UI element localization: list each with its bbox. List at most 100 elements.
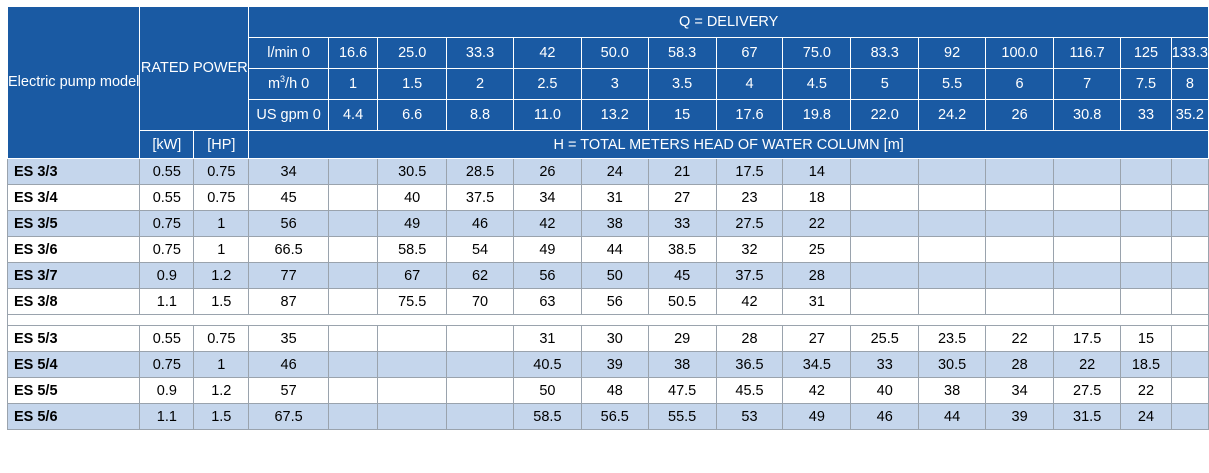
head-value-cell: 36.5 <box>715 351 784 378</box>
hp-cell: 1 <box>193 210 250 237</box>
head-value-cell <box>985 288 1055 315</box>
head-value-cell: 45.5 <box>715 377 784 404</box>
hp-cell: 1.2 <box>193 377 250 404</box>
lmin-row: l/min 0 16.6 25.0 33.3 42 50.0 58.3 67 75.0 83.3… <box>8 37 1209 69</box>
gpm-value: 26 <box>985 99 1055 131</box>
head-value-cell <box>1053 236 1122 263</box>
head-value-cell: 44 <box>918 403 987 430</box>
head-value-cell: 62 <box>446 262 514 289</box>
hp-cell: 1.5 <box>193 288 250 315</box>
head-value-cell: 31 <box>512 325 582 352</box>
lmin-value: 116.7 <box>1053 37 1122 69</box>
head-value-cell: 40.5 <box>512 351 582 378</box>
head-value-cell <box>446 351 514 378</box>
head-value-cell <box>377 325 448 352</box>
head-value-cell: 18 <box>782 184 852 211</box>
head-value-cell <box>327 236 379 263</box>
head-value-cell: 31 <box>782 288 852 315</box>
head-value-cell <box>985 184 1055 211</box>
head-value-cell: 34 <box>985 377 1055 404</box>
head-value-cell: 29 <box>647 325 717 352</box>
lmin-value: 100.0 <box>985 37 1055 69</box>
head-value-cell: 38 <box>580 210 649 237</box>
kw-cell: 0.75 <box>139 236 195 263</box>
head-value-cell: 39 <box>985 403 1055 430</box>
head-value-cell: 42 <box>715 288 784 315</box>
m3h-value: 1 <box>327 68 379 100</box>
lmin-value: 92 <box>918 37 987 69</box>
head-value-cell <box>850 210 920 237</box>
gpm-value: 22.0 <box>850 99 920 131</box>
head-value-cell <box>918 236 987 263</box>
head-value-cell: 55.5 <box>647 403 717 430</box>
kw-header: [kW] <box>139 130 195 159</box>
table-header: Electric pump model RATED POWER Q = DELI… <box>6 6 1209 159</box>
table-row: ES 3/7 0.9 1.2 77 67 62 56 50 45 37.5 28 <box>6 262 1209 289</box>
m3h-row: m3/h 0 1 1.5 2 2.5 3 3.5 4 4.5 5 5.5 6 7 7.5 8 <box>8 68 1209 100</box>
pump-model-cell: ES 5/3 <box>6 325 141 352</box>
gpm-value: 35.2 <box>1170 99 1209 131</box>
lmin-value: 83.3 <box>850 37 920 69</box>
head-value-cell: 50 <box>580 262 649 289</box>
kw-cell: 0.55 <box>139 184 195 211</box>
head-value-cell <box>1170 325 1209 352</box>
group-spacer <box>7 314 1209 326</box>
head-value-cell <box>918 184 987 211</box>
head-value-cell: 22 <box>1120 377 1172 404</box>
pump-model-cell: ES 3/3 <box>6 158 141 185</box>
lmin-value: 75.0 <box>782 37 852 69</box>
head-value-cell: 22 <box>985 325 1055 352</box>
head-value-cell: 23.5 <box>918 325 987 352</box>
head-value-cell: 33 <box>647 210 717 237</box>
m3h-value: 2.5 <box>512 68 582 100</box>
head-value-cell <box>850 288 920 315</box>
head-value-cell: 46 <box>850 403 920 430</box>
pump-performance-table-wrapper: Electric pump model RATED POWER Q = DELI… <box>6 6 1209 430</box>
head-value-cell <box>918 288 987 315</box>
head-value-cell <box>446 403 514 430</box>
pump-model-cell: ES 5/5 <box>6 377 141 404</box>
head-value-cell: 22 <box>1053 351 1122 378</box>
lmin-value: 50.0 <box>580 37 649 69</box>
head-value-cell <box>918 210 987 237</box>
kw-cell: 0.9 <box>139 262 195 289</box>
head-value-cell: 56 <box>248 210 329 237</box>
lmin-value: 58.3 <box>647 37 717 69</box>
head-value-cell: 28 <box>715 325 784 352</box>
head-value-cell: 31 <box>580 184 649 211</box>
head-value-cell: 27.5 <box>1053 377 1122 404</box>
head-value-cell: 66.5 <box>248 236 329 263</box>
rated-power-header: RATED POWER <box>139 6 250 131</box>
hp-header: [HP] <box>193 130 250 159</box>
head-value-cell: 54 <box>446 236 514 263</box>
hp-cell: 0.75 <box>193 184 250 211</box>
head-value-cell: 27 <box>782 325 852 352</box>
head-value-cell: 56.5 <box>580 403 649 430</box>
head-value-cell: 56 <box>580 288 649 315</box>
m3h-value: 5 <box>850 68 920 100</box>
pump-performance-table: Electric pump model RATED POWER Q = DELI… <box>6 6 1209 430</box>
head-value-cell: 46 <box>248 351 329 378</box>
gpm-value: 17.6 <box>715 99 784 131</box>
head-value-cell: 48 <box>580 377 649 404</box>
head-value-cell: 67.5 <box>248 403 329 430</box>
head-value-cell <box>327 377 379 404</box>
head-value-cell: 63 <box>512 288 582 315</box>
head-value-cell: 14 <box>782 158 852 185</box>
lmin-value: 42 <box>512 37 582 69</box>
m3h-value: 7 <box>1053 68 1122 100</box>
kw-cell: 0.55 <box>139 325 195 352</box>
head-value-cell <box>327 288 379 315</box>
pump-model-cell: ES 3/5 <box>6 210 141 237</box>
head-value-cell <box>1053 158 1122 185</box>
head-value-cell <box>850 262 920 289</box>
gpm-value: 33 <box>1120 99 1172 131</box>
head-value-cell <box>850 158 920 185</box>
gpm-label: US gpm 0 <box>248 99 329 131</box>
head-value-cell: 27.5 <box>715 210 784 237</box>
m3h-value: 3 <box>580 68 649 100</box>
pump-model-cell: ES 3/8 <box>6 288 141 315</box>
head-value-cell: 49 <box>512 236 582 263</box>
pump-model-cell: ES 3/7 <box>6 262 141 289</box>
table-row: ES 5/4 0.75 1 46 40.5 39 38 36.5 34.5 33 30.5 28 22 1… <box>6 351 1209 378</box>
